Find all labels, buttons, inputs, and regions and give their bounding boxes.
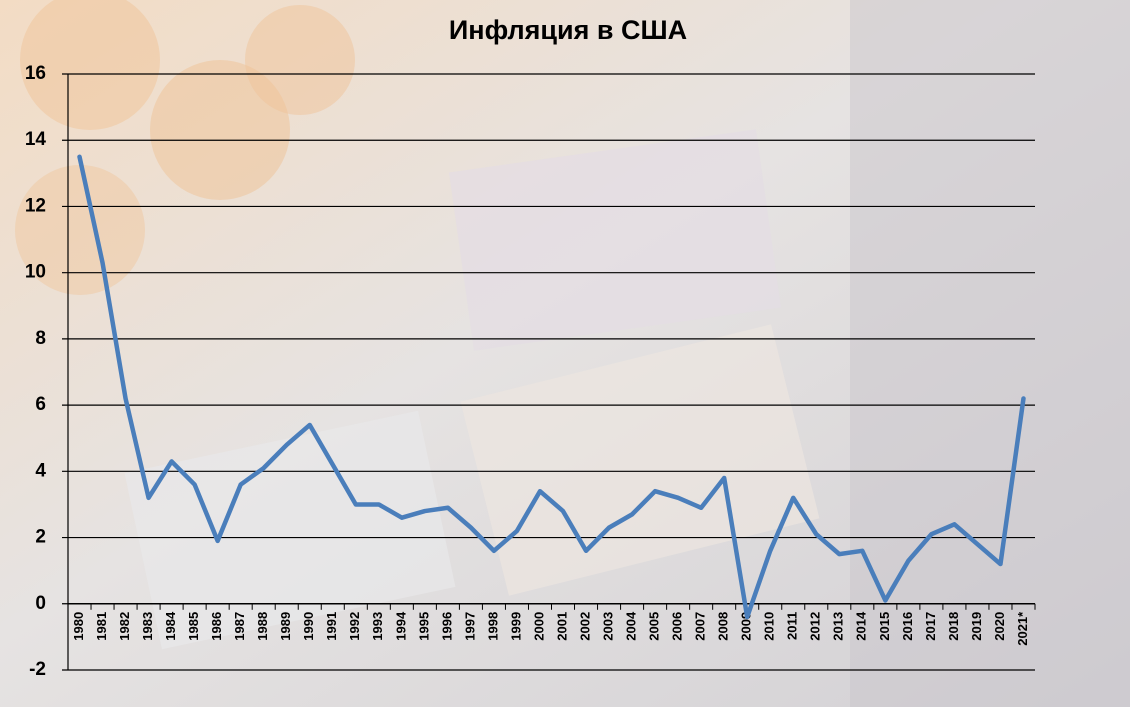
y-tick-label: 4 [35,460,46,481]
y-tick-label: 2 [35,527,46,548]
x-tick-label: 1986 [209,612,224,641]
x-tick-label: 2003 [600,612,615,641]
chart-title: Инфляция в США [449,15,687,45]
x-tick-label: 2002 [577,612,592,641]
x-tick-label: 2010 [762,612,777,641]
x-tick-label: 1995 [416,612,431,641]
x-tick-label: 1990 [301,612,316,641]
x-tick-label: 1988 [255,612,270,641]
x-tick-label: 1985 [186,612,201,641]
x-tick-label: 1983 [140,612,155,641]
x-tick-label: 2008 [716,612,731,641]
x-tick-label: 2009 [739,612,754,641]
y-tick-label: 14 [25,129,47,150]
x-tick-label: 1992 [347,612,362,641]
x-tick-label: 1987 [232,612,247,641]
y-tick-label: 10 [25,262,46,283]
x-tick-label: 2020 [992,612,1007,641]
x-tick-label: 2006 [670,612,685,641]
x-tick-label: 2015 [877,612,892,641]
y-tick-label: 0 [35,593,46,614]
x-tick-label: 2016 [900,612,915,641]
x-tick-label: 1980 [71,612,86,641]
x-tick-label: 2011 [785,612,800,640]
x-tick-label: 1999 [508,612,523,641]
x-tick-label: 2001 [554,612,569,641]
x-tick-label: 1991 [324,612,339,641]
x-tick-label: 2013 [831,612,846,641]
y-tick-label: 6 [35,394,46,415]
x-tick-label: 1998 [485,612,500,641]
x-tick-label: 1984 [163,611,178,641]
x-tick-label: 2021* [1015,611,1030,646]
x-tick-label: 2017 [923,612,938,641]
x-tick-label: 2005 [647,612,662,641]
x-tick-label: 2019 [969,612,984,641]
x-tick-label: 2000 [531,612,546,641]
y-tick-label: 16 [25,63,46,84]
data-line [77,154,1026,620]
x-tick-label: 2014 [854,611,869,641]
x-tick-label: 1993 [370,612,385,641]
x-tick-label: 1997 [462,612,477,641]
x-tick-label: 2018 [946,612,961,641]
y-tick-label: 8 [35,328,46,349]
x-tick-label: 1981 [94,612,109,641]
x-tick-label: 2004 [624,611,639,641]
x-tick-label: 1994 [393,611,408,641]
x-tick-label: 1989 [278,612,293,641]
x-tick-label: 1996 [439,612,454,641]
y-tick-label: 12 [25,195,46,216]
y-tick-label: -2 [29,659,46,680]
x-tick-label: 1982 [117,612,132,641]
x-tick-label: 2007 [693,612,708,641]
x-tick-label: 2012 [808,612,823,641]
